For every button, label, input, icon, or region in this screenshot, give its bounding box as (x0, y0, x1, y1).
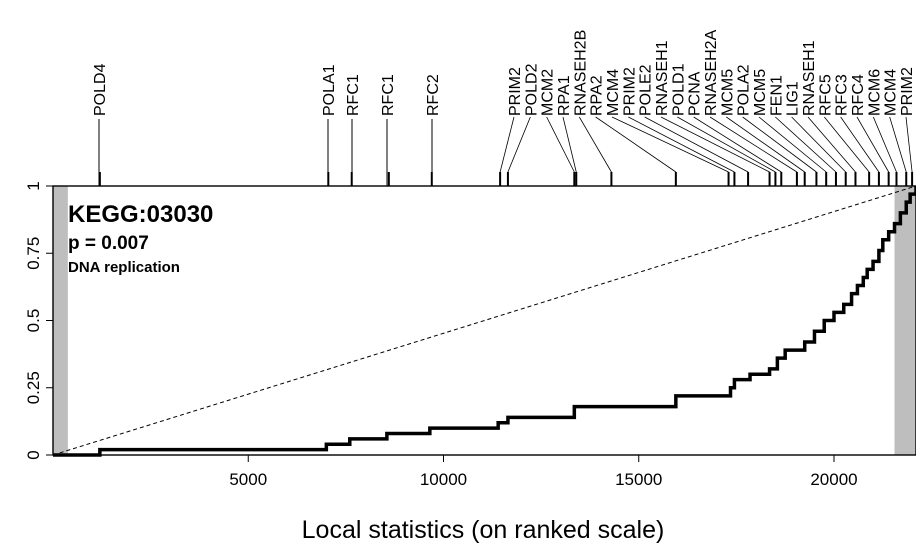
gene-leader-27 (872, 116, 897, 173)
gene-ticks: POLD4 POLA1 RFC1 RFC1 RFC2 PRIM2 POLD2 MCM2 RPA1… (92, 29, 916, 186)
gene-label-13: POLE2 (638, 64, 655, 116)
gene-label-22: LIG1 (785, 81, 802, 116)
gene-leader-19 (742, 116, 817, 173)
gene-label-16: PCNA (687, 71, 704, 116)
gene-label-21: FEN1 (768, 75, 785, 116)
gene-label-20: MCM5 (752, 69, 769, 116)
gene-leader-16 (693, 116, 782, 173)
gene-leader-15 (677, 116, 776, 173)
gene-label-26: RFC4 (850, 74, 867, 116)
gene-leader-9 (578, 116, 612, 173)
x-tick-label-0: 5000 (229, 470, 267, 489)
gene-label-23: RNASEH1 (801, 40, 818, 116)
pathway-name-annotation: DNA replication (68, 259, 180, 276)
gene-label-18: MCM5 (719, 69, 736, 116)
gene-leader-28 (889, 116, 907, 173)
gene-label-10: RPA2 (589, 75, 606, 116)
gene-leader-24 (824, 116, 870, 173)
gene-leader-6 (507, 116, 531, 173)
gene-label-7: MCM2 (540, 69, 557, 116)
axes: 5000 10000 15000 20000 0 0.25 0.5 0.75 1 (24, 181, 858, 489)
gene-leader-7 (546, 116, 575, 173)
gene-leader-18 (726, 116, 805, 173)
gene-leader-14 (660, 116, 770, 173)
y-tick-label-1: 0.25 (24, 371, 43, 404)
gene-leader-12 (628, 116, 735, 173)
gene-leader-26 (856, 116, 890, 173)
x-tick-label-2: 15000 (615, 470, 662, 489)
x-axis-label: Local statistics (on ranked scale) (302, 516, 665, 544)
gene-label-3: RFC1 (380, 74, 397, 116)
gene-label-24: RFC5 (817, 74, 834, 116)
gene-leader-8 (562, 116, 577, 173)
shaded-region-1 (894, 186, 916, 455)
gene-label-6: POLD2 (523, 63, 540, 116)
gene-label-1: POLA1 (321, 64, 338, 116)
gene-label-27: MCM6 (866, 69, 883, 116)
gene-label-5: PRIM2 (507, 67, 524, 116)
gene-label-28: MCM4 (883, 69, 900, 116)
y-tick-label-0: 0 (24, 450, 43, 459)
y-tick-label-4: 1 (24, 181, 43, 190)
gene-label-17: RNASEH2A (703, 29, 720, 116)
gene-label-11: MCM4 (605, 69, 622, 116)
gene-leader-11 (611, 116, 729, 173)
gene-label-4: RFC2 (425, 74, 442, 116)
chart-title: KEGG:03030 (68, 201, 213, 228)
running-sum-line (53, 186, 916, 457)
reference-line (52, 185, 916, 456)
gene-label-29: PRIM2 (899, 67, 916, 116)
x-tick-label-3: 20000 (810, 470, 857, 489)
gene-leader-13 (644, 116, 749, 173)
shaded-regions (53, 186, 916, 455)
gene-leader-22 (791, 116, 846, 173)
gene-label-9: RNASEH2B (572, 30, 589, 116)
gene-label-0: POLD4 (92, 63, 109, 116)
x-tick-label-1: 10000 (420, 470, 467, 489)
gene-label-15: POLD1 (670, 63, 687, 116)
gene-label-2: RFC1 (345, 74, 362, 116)
shaded-region-0 (53, 186, 68, 455)
gene-label-14: RNASEH1 (654, 40, 671, 116)
gene-label-12: PRIM2 (621, 67, 638, 116)
gene-leader-20 (758, 116, 827, 173)
gene-label-8: RPA1 (556, 75, 573, 116)
y-tick-label-3: 0.75 (24, 237, 43, 270)
gene-label-25: RFC3 (834, 74, 851, 116)
gene-leader-23 (807, 116, 856, 173)
gene-leader-21 (775, 116, 837, 173)
gene-leader-5 (499, 116, 515, 173)
gene-leader-10 (595, 116, 677, 173)
gene-label-19: POLA2 (736, 64, 753, 116)
p-value-annotation: p = 0.007 (68, 233, 149, 254)
gene-leader-25 (840, 116, 880, 173)
y-tick-label-2: 0.5 (24, 309, 43, 333)
gene-leader-17 (709, 116, 798, 173)
gene-leader-29 (905, 116, 913, 173)
